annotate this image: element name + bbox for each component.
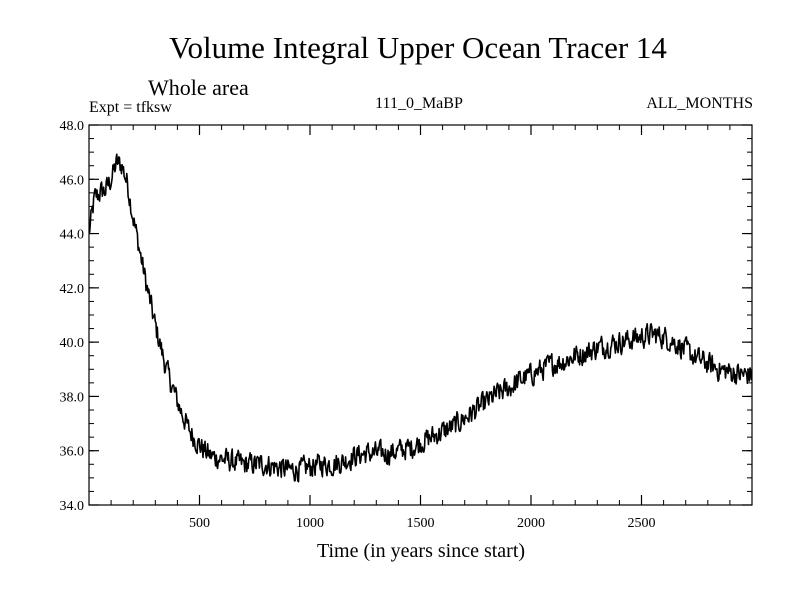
chart-subtitle: Whole area	[148, 75, 249, 100]
period-label: 111_0_MaBP	[375, 95, 463, 112]
y-tick-label: 34.0	[60, 499, 85, 514]
y-axis: 34.0 36.0 38.0 40.0 42.0 44.0 46.0 48.0	[60, 119, 752, 514]
x-tick-label: 2500	[628, 516, 656, 531]
x-tick-label: 1000	[296, 516, 324, 531]
x-tick-label: 1500	[407, 516, 435, 531]
y-tick-label: 38.0	[60, 390, 85, 405]
chart-title: Volume Integral Upper Ocean Tracer 14	[169, 30, 667, 65]
x-axis-label: Time (in years since start)	[317, 540, 525, 562]
y-tick-label: 46.0	[60, 173, 85, 188]
months-label: ALL_MONTHS	[646, 95, 753, 112]
y-tick-label: 36.0	[60, 445, 85, 460]
expt-label: Expt = tfksw	[89, 99, 172, 116]
y-tick-label: 44.0	[60, 228, 85, 243]
x-tick-label: 500	[189, 516, 210, 531]
y-tick-label: 48.0	[60, 119, 85, 134]
y-tick-label: 40.0	[60, 336, 85, 351]
y-tick-label: 42.0	[60, 282, 85, 297]
x-tick-label: 2000	[517, 516, 545, 531]
series-line-tracer14	[88, 153, 753, 483]
x-axis: 500 1000 1500 2000 2500	[189, 125, 656, 531]
